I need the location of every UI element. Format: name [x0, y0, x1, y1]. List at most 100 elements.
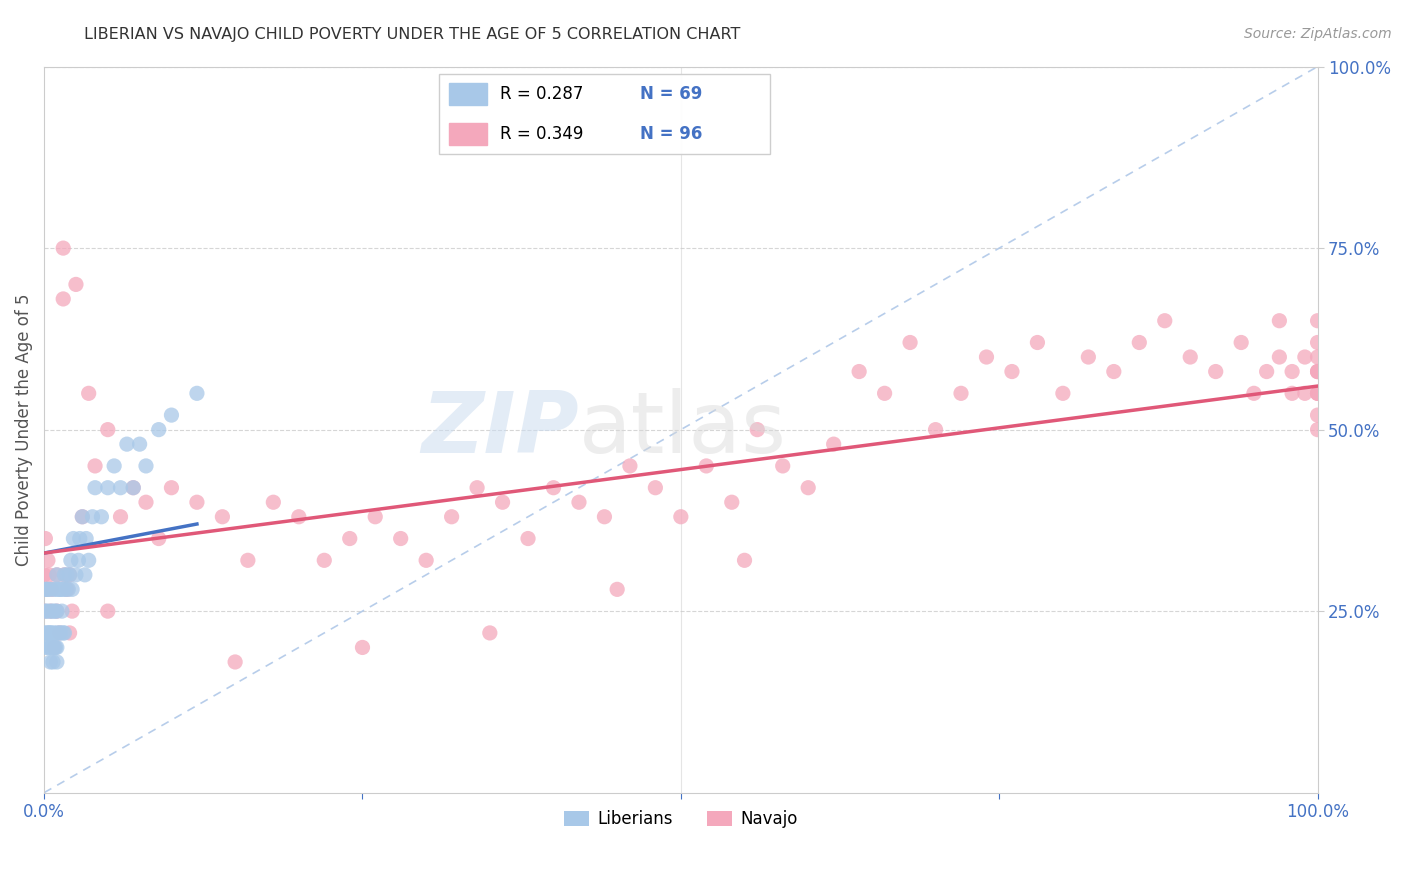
Point: [1256, 365, 1278, 379]
Point: [65, 567, 87, 582]
Text: Source: ZipAtlas.com: Source: ZipAtlas.com: [1244, 27, 1392, 41]
Point: [84, 458, 107, 473]
Point: [39, 626, 62, 640]
Point: [39, 582, 62, 597]
Point: [389, 532, 412, 546]
Point: [37, 553, 59, 567]
Point: [58, 567, 80, 582]
Text: LIBERIAN VS NAVAJO CHILD POVERTY UNDER THE AGE OF 5 CORRELATION CHART: LIBERIAN VS NAVAJO CHILD POVERTY UNDER T…: [84, 27, 741, 42]
Point: [49, 582, 72, 597]
Point: [72, 509, 94, 524]
Point: [517, 532, 540, 546]
Point: [44, 640, 66, 655]
Point: [1306, 365, 1329, 379]
FancyBboxPatch shape: [439, 74, 770, 153]
Point: [1281, 386, 1303, 401]
Point: [1153, 314, 1175, 328]
Y-axis label: Child Poverty Under the Age of 5: Child Poverty Under the Age of 5: [15, 293, 32, 566]
Point: [1243, 386, 1265, 401]
Point: [288, 509, 311, 524]
Point: [415, 553, 437, 567]
Point: [97, 481, 120, 495]
Point: [65, 277, 87, 292]
Point: [1077, 350, 1099, 364]
Point: [128, 437, 150, 451]
Point: [35, 582, 58, 597]
Point: [53, 626, 76, 640]
Point: [224, 655, 246, 669]
Point: [37, 626, 59, 640]
Point: [1306, 314, 1329, 328]
Point: [644, 481, 666, 495]
Point: [45, 655, 67, 669]
Point: [1268, 350, 1291, 364]
Point: [84, 481, 107, 495]
Point: [32, 567, 55, 582]
Point: [53, 567, 76, 582]
Point: [45, 567, 67, 582]
Point: [52, 292, 75, 306]
Point: [1268, 314, 1291, 328]
Point: [56, 582, 79, 597]
Point: [42, 655, 65, 669]
Point: [44, 582, 66, 597]
Point: [262, 495, 284, 509]
Point: [186, 386, 208, 401]
Point: [669, 509, 692, 524]
Bar: [449, 123, 488, 145]
Point: [103, 458, 125, 473]
Point: [53, 567, 76, 582]
Point: [48, 582, 70, 597]
Bar: [449, 83, 488, 104]
Point: [122, 481, 145, 495]
Point: [593, 509, 616, 524]
Point: [77, 386, 100, 401]
Point: [186, 495, 208, 509]
Point: [38, 626, 60, 640]
Point: [148, 532, 170, 546]
Point: [1281, 365, 1303, 379]
Point: [160, 481, 183, 495]
Point: [823, 437, 845, 451]
Point: [1180, 350, 1202, 364]
Point: [211, 509, 233, 524]
Point: [772, 458, 794, 473]
Point: [52, 241, 75, 255]
Point: [42, 640, 65, 655]
Point: [55, 582, 77, 597]
Text: atlas: atlas: [579, 388, 787, 471]
Point: [976, 350, 998, 364]
Point: [1306, 365, 1329, 379]
Point: [45, 604, 67, 618]
Point: [734, 553, 756, 567]
Point: [41, 640, 63, 655]
Point: [45, 567, 67, 582]
Point: [1306, 423, 1329, 437]
Point: [45, 640, 67, 655]
Point: [478, 626, 501, 640]
Point: [160, 408, 183, 422]
Point: [135, 458, 157, 473]
Point: [898, 335, 921, 350]
Point: [49, 626, 72, 640]
Point: [48, 626, 70, 640]
Point: [37, 640, 59, 655]
Point: [72, 509, 94, 524]
Point: [1306, 350, 1329, 364]
Point: [39, 604, 62, 618]
Point: [1230, 335, 1253, 350]
Point: [1306, 386, 1329, 401]
Point: [950, 386, 973, 401]
Point: [35, 626, 58, 640]
Point: [35, 604, 58, 618]
Point: [236, 553, 259, 567]
Point: [32, 626, 55, 640]
Text: R = 0.287: R = 0.287: [501, 85, 583, 103]
Point: [34, 582, 56, 597]
Point: [41, 626, 63, 640]
Point: [62, 532, 84, 546]
Point: [77, 553, 100, 567]
Text: N = 96: N = 96: [640, 125, 703, 143]
Legend: Liberians, Navajo: Liberians, Navajo: [558, 804, 804, 835]
Point: [465, 481, 488, 495]
